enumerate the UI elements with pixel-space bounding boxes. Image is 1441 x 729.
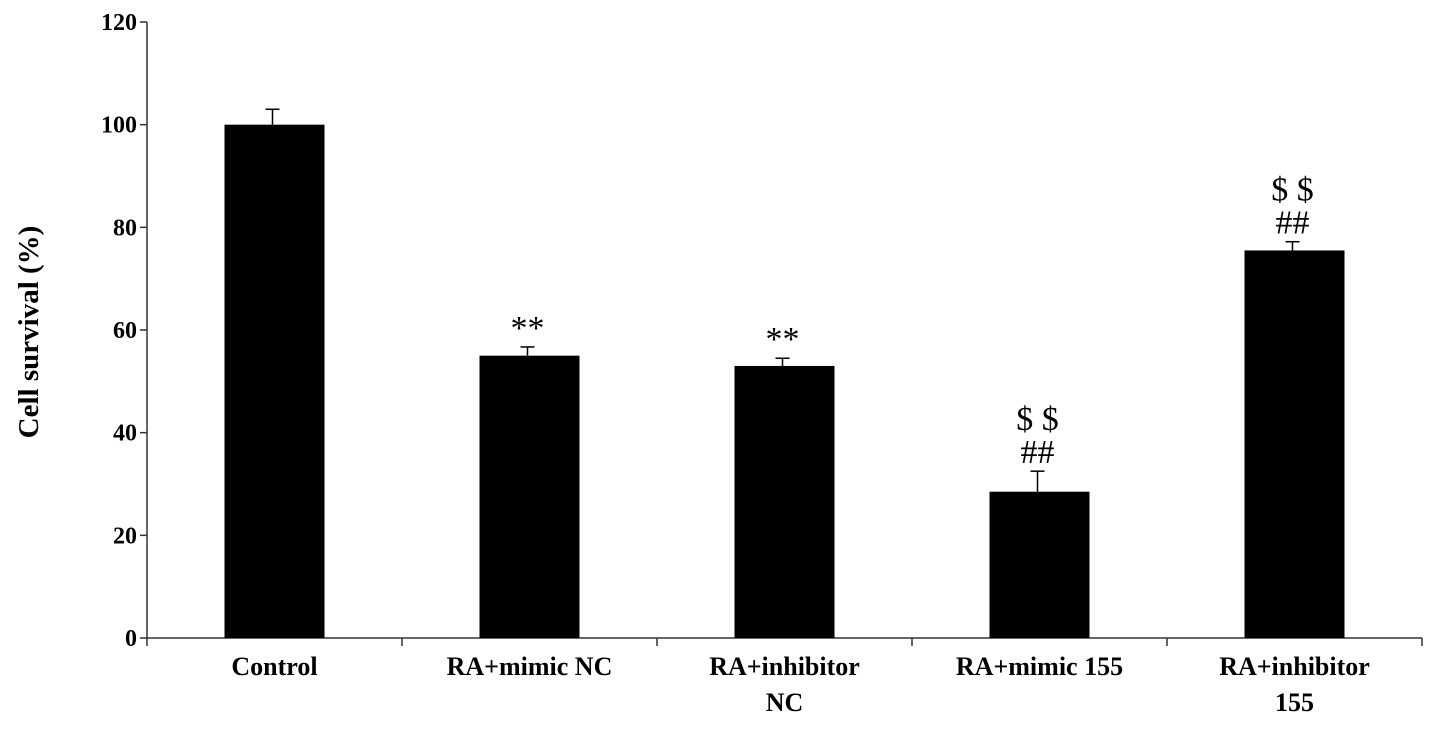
significance-mark-3-1: $ $ xyxy=(1016,401,1059,438)
x-tick-label-4-1: 155 xyxy=(1275,688,1314,717)
bar-4 xyxy=(1244,250,1345,638)
x-tick-label-4-0: RA+inhibitor xyxy=(1219,652,1370,681)
y-tick-label-120: 120 xyxy=(101,10,137,36)
plot-area: 0 20 40 60 80 100 120 Control ** RA+mimic NC ** RA+… xyxy=(101,10,1423,717)
significance-mark-2-0: ** xyxy=(766,321,800,358)
x-tick-label-2-0: RA+inhibitor xyxy=(709,652,860,681)
bar-2 xyxy=(734,365,835,638)
significance-mark-4-0: ## xyxy=(1276,205,1310,242)
y-tick-label-100: 100 xyxy=(101,113,137,139)
y-tick-label-0: 0 xyxy=(125,626,137,652)
significance-mark-4-1: $ $ xyxy=(1271,172,1314,209)
y-tick-label-60: 60 xyxy=(113,318,137,344)
significance-mark-3-0: ## xyxy=(1021,434,1055,471)
x-tick-label-1-0: RA+mimic NC xyxy=(447,652,613,681)
x-tick-label-2-1: NC xyxy=(766,688,804,717)
y-axis-label: Cell survival (%) xyxy=(13,226,45,439)
y-tick-label-80: 80 xyxy=(113,215,137,241)
x-tick-label-3-0: RA+mimic 155 xyxy=(956,652,1123,681)
y-tick-label-20: 20 xyxy=(113,523,137,549)
bar-1 xyxy=(479,355,580,638)
bar-3 xyxy=(989,491,1090,638)
y-tick-label-40: 40 xyxy=(113,421,137,447)
significance-mark-1-0: ** xyxy=(511,310,545,347)
bar-0 xyxy=(224,124,325,638)
x-tick-label-0-0: Control xyxy=(231,652,317,681)
